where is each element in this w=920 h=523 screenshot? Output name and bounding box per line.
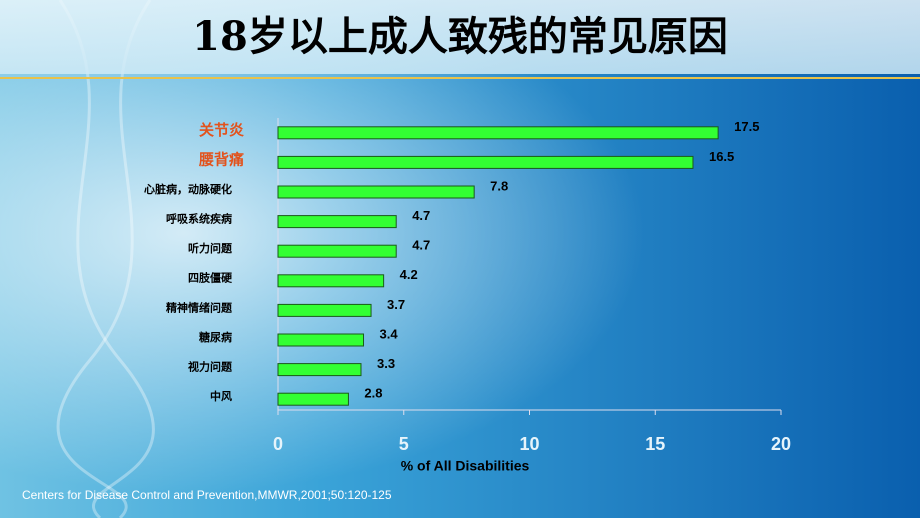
- value-label: 4.7: [412, 208, 430, 223]
- y-tick-label: 精神情绪问题: [166, 300, 233, 314]
- y-tick-label: 腰背痛: [198, 150, 244, 168]
- x-tick-label: 5: [399, 434, 409, 454]
- bar: [277, 274, 385, 288]
- x-tick-label: 0: [273, 434, 283, 454]
- bar: [277, 333, 365, 347]
- value-label: 3.7: [387, 297, 405, 312]
- y-tick-label: 听力问题: [188, 241, 233, 255]
- x-tick-label: 15: [645, 434, 665, 454]
- y-tick-label: 四肢僵硬: [188, 271, 233, 285]
- title-band: [0, 0, 920, 74]
- bar: [277, 126, 719, 140]
- bar: [277, 303, 372, 317]
- value-label: 17.5: [734, 119, 759, 134]
- bar: [277, 392, 349, 406]
- dna-strand: [58, 0, 155, 520]
- value-label: 3.3: [377, 356, 395, 371]
- value-label: 4.2: [400, 267, 418, 282]
- y-tick-label: 呼吸系统疾病: [166, 212, 232, 226]
- bar: [277, 185, 475, 199]
- source-note: Centers for Disease Control and Preventi…: [22, 488, 392, 502]
- chart-title: 18岁以上成人致残的常见原因: [192, 13, 728, 60]
- bar: [277, 155, 694, 169]
- value-label: 4.7: [412, 238, 430, 253]
- value-label: 16.5: [709, 149, 734, 164]
- y-tick-label: 视力问题: [188, 360, 233, 374]
- x-tick-label: 20: [771, 434, 791, 454]
- bar: [277, 215, 397, 229]
- bar: [277, 244, 397, 258]
- y-tick-label: 心脏病，动脉硬化: [144, 182, 232, 196]
- value-label: 3.4: [380, 326, 399, 341]
- x-tick-label: 10: [519, 434, 539, 454]
- bar: [277, 363, 362, 377]
- value-label: 7.8: [490, 178, 508, 193]
- y-tick-label: 关节炎: [199, 121, 244, 139]
- x-axis-label: % of All Disabilities: [401, 458, 530, 474]
- y-tick-label: 中风: [210, 389, 232, 403]
- dna-strand: [56, 0, 152, 520]
- y-tick-label: 糖尿病: [199, 330, 232, 344]
- value-label: 2.8: [364, 386, 382, 401]
